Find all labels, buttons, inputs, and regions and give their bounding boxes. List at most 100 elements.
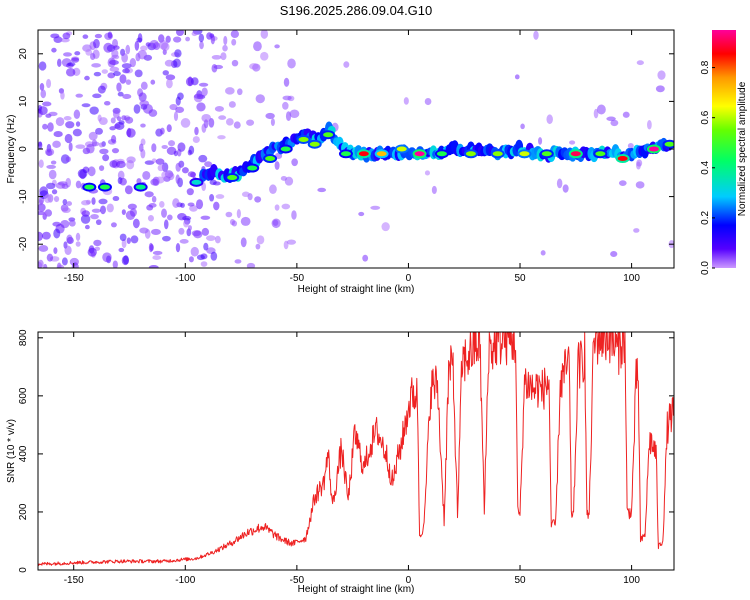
heatmap-cell <box>88 131 98 141</box>
heatmap-cell <box>94 33 103 39</box>
heatmap-cell <box>75 144 86 149</box>
heatmap-cell <box>610 251 618 258</box>
heatmap-cell <box>86 143 95 154</box>
heatmap-cell <box>254 196 262 203</box>
heatmap-cell <box>260 30 269 39</box>
heatmap-cell <box>272 219 279 226</box>
bottom-x-axis-label: Height of straight line (km) <box>298 584 415 595</box>
heatmap-cell <box>627 143 634 149</box>
heatmap-cell <box>540 250 546 256</box>
heatmap-cell <box>200 215 211 220</box>
heatmap-cell <box>122 68 130 74</box>
heatmap-cell <box>166 146 177 155</box>
heatmap-peak <box>191 179 202 185</box>
heatmap-cell <box>140 81 148 90</box>
heatmap-cell <box>115 160 126 169</box>
heatmap-cell <box>65 156 71 163</box>
heatmap-cell <box>514 74 520 80</box>
heatmap-cell <box>343 61 350 68</box>
heatmap-cell <box>126 127 132 138</box>
heatmap-cell <box>130 235 139 244</box>
heatmap-cell <box>187 202 195 207</box>
heatmap-cell <box>121 239 127 249</box>
heatmap-cell <box>113 71 121 77</box>
heatmap-cell <box>93 38 100 49</box>
heatmap-peak <box>436 151 447 157</box>
heatmap-cell <box>75 232 81 242</box>
heatmap-peak <box>280 146 291 152</box>
heatmap-cell <box>93 71 102 77</box>
heatmap-cell <box>98 142 104 148</box>
top-x-axis-label: Height of straight line (km) <box>298 284 415 295</box>
heatmap-cell <box>51 47 57 53</box>
heatmap-peak <box>340 151 351 157</box>
heatmap-cell <box>82 34 89 39</box>
heatmap-cell <box>546 114 553 125</box>
heatmap-cell <box>126 237 131 245</box>
heatmap-cell <box>67 62 76 67</box>
heatmap-peak <box>664 141 674 147</box>
heatmap-cell <box>77 168 88 179</box>
heatmap-cell <box>201 87 208 97</box>
heatmap-cell <box>64 133 73 144</box>
heatmap-cell <box>214 235 221 244</box>
heatmap-cell <box>42 101 52 107</box>
heatmap-cell <box>38 106 48 116</box>
bottom-y-tick-label: 200 <box>18 503 29 520</box>
heatmap-cell <box>201 227 210 236</box>
top-x-tick-label: 100 <box>623 273 640 284</box>
heatmap-cell <box>151 158 157 163</box>
snr-series-line <box>38 332 674 567</box>
heatmap-cell <box>424 98 432 106</box>
colorbar-tick-label: 0.2 <box>700 211 711 225</box>
heatmap-cell <box>233 121 241 129</box>
heatmap-peak <box>414 151 425 157</box>
heatmap-cell <box>211 63 218 73</box>
heatmap-cell <box>166 78 173 89</box>
heatmap-cell <box>165 74 176 81</box>
heatmap-cell <box>46 253 54 262</box>
heatmap-cell <box>53 228 61 239</box>
heatmap-cell <box>42 211 48 217</box>
heatmap-cell <box>97 114 102 122</box>
heatmap-cell <box>198 154 208 163</box>
heatmap-cell <box>282 95 292 101</box>
bottom-x-tick-label: 50 <box>514 575 526 586</box>
heatmap-cell <box>91 141 100 147</box>
heatmap-cell <box>431 185 437 195</box>
heatmap-cell <box>183 219 190 228</box>
heatmap-cell <box>172 36 182 43</box>
top-y-axis-label: Frequency (Hz) <box>6 115 17 184</box>
heatmap-cell <box>38 203 46 212</box>
heatmap-cell <box>260 51 269 61</box>
heatmap-cell <box>655 85 665 93</box>
heatmap-cell <box>282 101 289 110</box>
heatmap-cell <box>80 214 91 224</box>
heatmap-cell <box>40 89 47 99</box>
heatmap-cell <box>381 222 390 232</box>
heatmap-peak <box>465 151 476 157</box>
heatmap-cell <box>362 254 369 262</box>
heatmap-cell <box>107 31 113 39</box>
heatmap-cell <box>149 39 159 49</box>
heatmap-cell <box>164 59 174 67</box>
heatmap-cell <box>62 199 68 205</box>
heatmap-cell <box>159 40 168 50</box>
bottom-x-tick-label: 100 <box>623 575 640 586</box>
heatmap-cell <box>52 221 61 227</box>
heatmap-cell <box>210 34 215 45</box>
heatmap-cell <box>87 166 96 177</box>
top-y-tick-label: 20 <box>18 48 29 60</box>
heatmap-cell <box>51 189 58 195</box>
heatmap-cell <box>593 108 599 119</box>
heatmap-cell <box>151 143 157 153</box>
heatmap-cell <box>109 160 118 168</box>
bottom-y-tick-label: 600 <box>18 387 29 404</box>
heatmap-cell <box>85 49 93 56</box>
heatmap-cell <box>63 52 72 57</box>
heatmap-cell <box>403 97 409 105</box>
heatmap-cell <box>121 63 132 69</box>
heatmap-cell <box>169 103 178 111</box>
heatmap-peak <box>247 165 258 171</box>
heatmap-cell <box>533 30 539 40</box>
